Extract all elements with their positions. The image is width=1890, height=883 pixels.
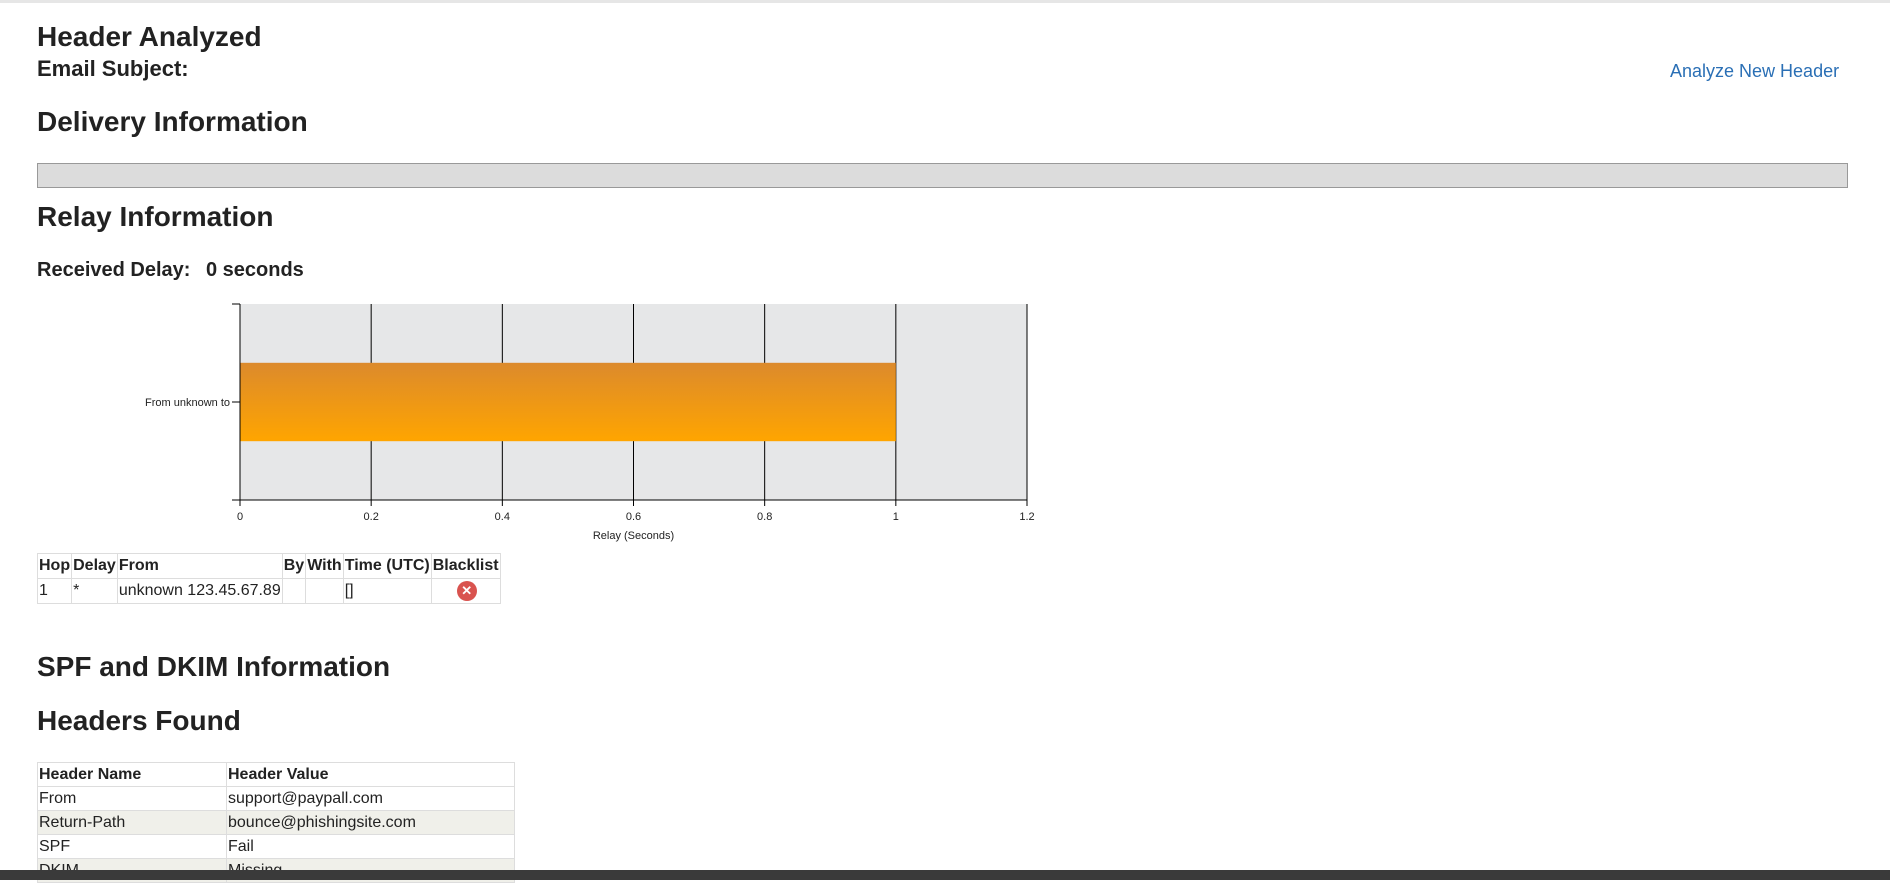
headers-found-heading: Headers Found — [37, 705, 241, 736]
relay-table: Hop Delay From By With Time (UTC) Blackl… — [36, 553, 501, 604]
table-row: SPF Fail — [37, 834, 515, 859]
header-name-cell: SPF — [37, 834, 227, 859]
email-subject-label: Email Subject: — [37, 56, 189, 81]
analyze-new-header-link[interactable]: Analyze New Header — [1670, 61, 1840, 81]
col-blacklist: Blacklist — [430, 553, 501, 579]
headers-table-header: Header Name Header Value — [37, 762, 515, 787]
x-tick-label: 0.8 — [757, 511, 772, 523]
relay-heading: Relay Information — [37, 201, 274, 232]
table-row: From support@paypall.com — [37, 786, 515, 811]
bottom-bar — [0, 870, 1890, 880]
x-tick-label: 0.2 — [364, 511, 379, 523]
x-axis-title: Relay (Seconds) — [593, 530, 674, 542]
x-tick-label: 0.6 — [626, 511, 641, 523]
cell-from: unknown 123.45.67.89 — [116, 578, 283, 604]
received-delay-label: Received Delay: — [37, 259, 191, 281]
y-tick-label: From unknown to — [145, 397, 230, 409]
relay-chart: 0 0.2 0.4 0.6 0.8 1 1.2 From unknown to Relay (S… — [87, 296, 1047, 548]
col-from: From — [116, 553, 283, 579]
relay-chart-svg: 0 0.2 0.4 0.6 0.8 1 1.2 From unknown to Relay (S… — [145, 303, 1035, 542]
cell-hop: 1 — [36, 578, 73, 604]
cell-blacklist: ✕ — [430, 578, 501, 604]
cell-delay: * — [71, 578, 118, 604]
bar — [240, 362, 896, 442]
cell-with — [305, 578, 344, 604]
table-row: Return-Path bounce@phishingsite.com — [37, 810, 515, 835]
col-with: With — [305, 553, 344, 579]
header-name-cell: From — [37, 786, 227, 811]
header-value-cell: bounce@phishingsite.com — [226, 810, 515, 835]
received-delay-row: Received Delay: 0 seconds — [37, 258, 304, 282]
col-by: By — [281, 553, 307, 579]
page-title: Header Analyzed — [37, 21, 262, 52]
headers-table: Header Name Header Value From support@pa… — [37, 762, 515, 883]
x-tick-label: 0.4 — [495, 511, 510, 523]
email-subject-row: Email Subject: — [37, 56, 195, 82]
delivery-bar — [37, 163, 1848, 188]
cell-time: [] — [342, 578, 432, 604]
header-value-cell: Fail — [226, 834, 515, 859]
x-tick-label: 1 — [893, 511, 899, 523]
received-delay-value: 0 seconds — [205, 259, 304, 281]
cell-by — [281, 578, 307, 604]
table-row: 1 * unknown 123.45.67.89 [] ✕ — [36, 578, 501, 604]
col-time: Time (UTC) — [342, 553, 432, 579]
col-header-name: Header Name — [37, 762, 227, 787]
relay-table-header: Hop Delay From By With Time (UTC) Blackl… — [36, 553, 501, 579]
x-tick-label: 1.2 — [1019, 511, 1034, 523]
error-x-icon: ✕ — [456, 581, 477, 601]
col-delay: Delay — [71, 553, 118, 579]
header-name-cell: Return-Path — [37, 810, 227, 835]
col-header-value: Header Value — [226, 762, 515, 787]
col-hop: Hop — [36, 553, 73, 579]
header-value-cell: support@paypall.com — [226, 786, 515, 811]
top-border — [0, 0, 1890, 3]
x-tick-label: 0 — [237, 511, 243, 523]
spf-dkim-heading: SPF and DKIM Information — [37, 651, 391, 682]
delivery-heading: Delivery Information — [37, 106, 308, 137]
